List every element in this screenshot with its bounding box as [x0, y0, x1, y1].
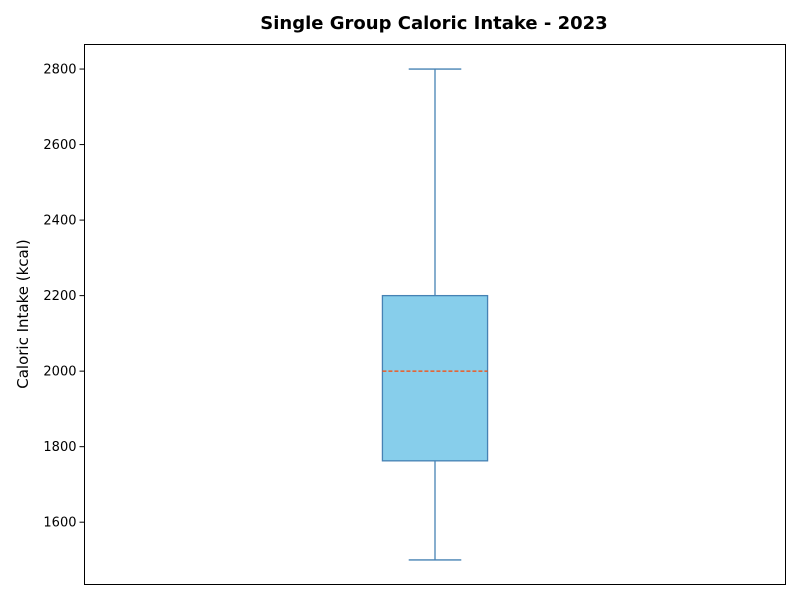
y-axis-label: Caloric Intake (kcal): [14, 239, 32, 389]
y-tick-label: 1600: [43, 516, 76, 531]
chart-title: Single Group Caloric Intake - 2023: [260, 13, 607, 34]
y-tick-label: 2400: [43, 214, 76, 229]
y-axis-ticks: 1600 1800 2000 2200 2400 2600 2800: [43, 63, 85, 531]
y-tick-label: 1800: [43, 440, 76, 455]
y-tick-label: 2200: [43, 289, 76, 304]
box-plot-group: [381, 68, 489, 561]
y-tick-label: 2600: [43, 138, 76, 153]
box-iqr: [381, 294, 489, 462]
y-tick-label: 2800: [43, 63, 76, 78]
plot-area-frame: [84, 44, 786, 585]
y-tick-label: 2000: [43, 365, 76, 380]
